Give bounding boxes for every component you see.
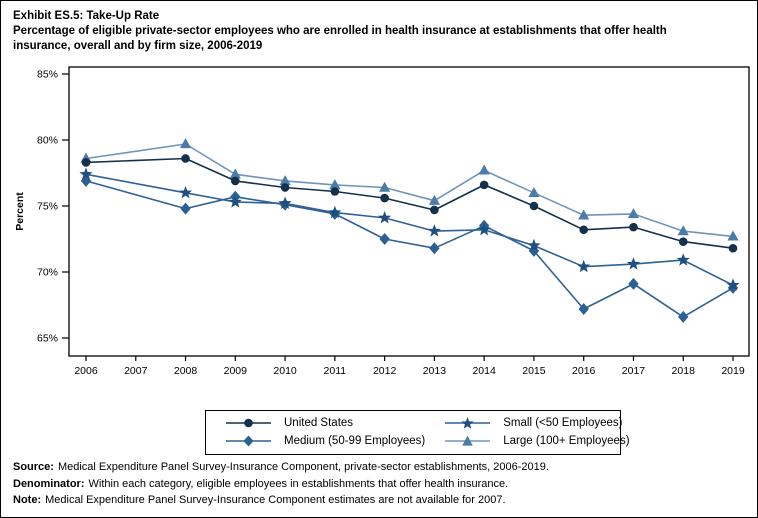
svg-text:65%: 65% <box>37 333 58 345</box>
legend-entry-large: Large (100+ Employees) <box>425 432 630 450</box>
svg-text:85%: 85% <box>37 69 58 81</box>
svg-text:2010: 2010 <box>273 365 297 377</box>
takeup-rate-line-chart: 65% 70% 75% 80% 85% 2006 2007 2008 2009 2010 2011 2… <box>14 66 750 377</box>
triangle-marker-icon <box>445 435 491 446</box>
svg-text:2014: 2014 <box>472 365 496 377</box>
svg-text:2019: 2019 <box>721 365 745 377</box>
svg-text:2018: 2018 <box>672 365 696 377</box>
footnote-source-prefix: Source: <box>13 461 54 473</box>
footnote-note: Note: Medical Expenditure Panel Survey-In… <box>13 492 549 509</box>
legend-entry-small: Small (<50 Employees) <box>425 414 629 432</box>
diamond-marker-icon <box>226 435 271 447</box>
legend-label-small: Small (<50 Employees) <box>503 417 623 429</box>
svg-text:2008: 2008 <box>174 365 198 377</box>
footnote-note-prefix: Note: <box>13 494 42 506</box>
exhibit-subtitle: Percentage of eligible private-sector em… <box>13 25 667 52</box>
star-marker-icon <box>445 417 491 429</box>
footnote-denominator-prefix: Denominator: <box>13 477 85 490</box>
svg-text:70%: 70% <box>37 267 58 279</box>
legend-label-large: Large (100+ Employees) <box>503 435 630 447</box>
legend-entry-united-states: United States <box>206 414 425 432</box>
svg-text:2011: 2011 <box>324 365 347 377</box>
svg-text:2015: 2015 <box>522 365 546 377</box>
footnote-denominator-text: Within each category, eligible employees… <box>88 477 509 490</box>
svg-text:80%: 80% <box>37 135 58 147</box>
svg-text:2012: 2012 <box>373 365 397 377</box>
circle-marker-icon <box>226 418 271 428</box>
chart-legend: United States Small (<50 Employees) Medi… <box>205 410 630 455</box>
svg-text:2017: 2017 <box>622 365 646 377</box>
legend-label-medium: Medium (50-99 Employees) <box>284 435 426 447</box>
footnote-source-text: Medical Expenditure Panel Survey-Insuran… <box>57 461 549 473</box>
exhibit-title: Exhibit ES.5: Take-Up Rate <box>13 10 160 22</box>
legend-entry-medium: Medium (50-99 Employees) <box>206 432 425 450</box>
footnotes: Source: Medical Expenditure Panel Survey-… <box>13 459 549 509</box>
svg-text:2007: 2007 <box>124 365 148 377</box>
svg-text:2006: 2006 <box>74 365 98 377</box>
svg-text:Percent: Percent <box>14 192 26 231</box>
svg-text:75%: 75% <box>37 201 58 213</box>
svg-text:2009: 2009 <box>224 365 248 377</box>
footnote-denominator: Denominator: Within each category, eligib… <box>13 476 549 493</box>
svg-text:2016: 2016 <box>572 365 596 377</box>
footnote-source: Source: Medical Expenditure Panel Survey-… <box>13 459 549 476</box>
legend-label-united-states: United States <box>284 417 354 429</box>
title-block: Exhibit ES.5: Take-Up Rate Percentage of… <box>13 9 725 54</box>
footnote-note-text: Medical Expenditure Panel Survey-Insuran… <box>45 494 506 506</box>
svg-text:2013: 2013 <box>423 365 447 377</box>
